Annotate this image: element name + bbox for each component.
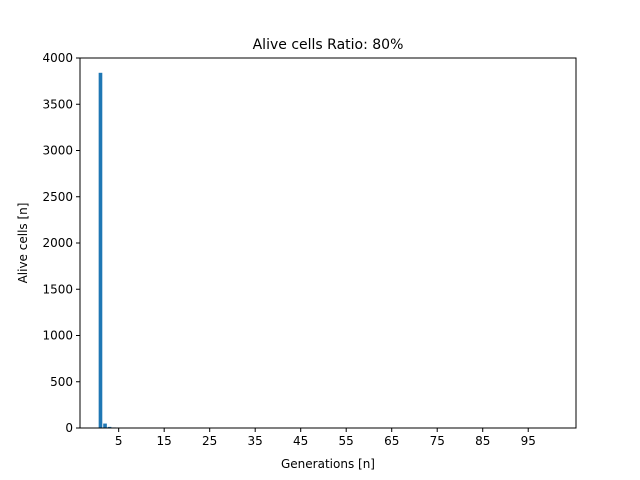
y-tick-label: 0 <box>65 421 73 435</box>
x-tick-label: 65 <box>384 434 399 448</box>
x-axis: 5 15 25 35 45 55 65 75 85 95 <box>115 428 536 448</box>
y-tick-label: 3000 <box>42 144 73 158</box>
x-tick-label: 35 <box>248 434 263 448</box>
x-tick-label: 55 <box>339 434 354 448</box>
y-tick-label: 500 <box>50 375 73 389</box>
x-tick-label: 45 <box>293 434 308 448</box>
y-tick-label: 1500 <box>42 282 73 296</box>
y-tick-label: 2500 <box>42 190 73 204</box>
bar-series <box>98 72 553 429</box>
bar-generation-1 <box>98 72 103 429</box>
x-tick-label: 95 <box>521 434 536 448</box>
x-tick-label: 5 <box>115 434 123 448</box>
y-tick-label: 4000 <box>42 51 73 65</box>
plot-frame <box>79 57 577 429</box>
bar-generation-2 <box>103 423 107 428</box>
x-axis-label: Generations [n] <box>281 457 375 471</box>
y-axis-label: Alive cells [n] <box>16 203 30 284</box>
y-tick-label: 1000 <box>42 329 73 343</box>
bar-generation-3 <box>107 426 112 428</box>
x-tick-label: 75 <box>430 434 445 448</box>
chart-title: Alive cells Ratio: 80% <box>253 37 404 53</box>
x-tick-label: 15 <box>157 434 172 448</box>
y-axis: 0 500 1000 1500 2000 2500 3000 3500 4000 <box>42 51 80 435</box>
y-tick-label: 2000 <box>42 236 73 250</box>
y-tick-label: 3500 <box>42 97 73 111</box>
x-tick-label: 25 <box>202 434 217 448</box>
x-tick-label: 85 <box>475 434 490 448</box>
